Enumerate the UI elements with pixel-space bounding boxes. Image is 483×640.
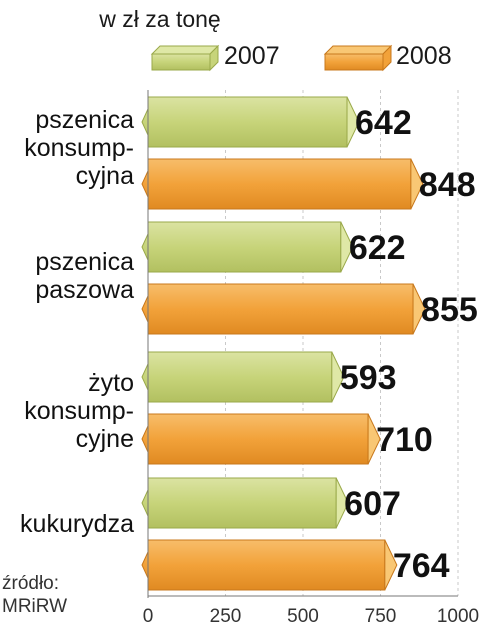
value-label-4-2008: 764 — [393, 547, 450, 585]
x-tick-label-750: 750 — [365, 606, 397, 627]
legend-swatch-2007 — [150, 44, 220, 72]
value-label-3-2007: 593 — [340, 359, 397, 397]
x-tick-label-0: 0 — [143, 606, 154, 627]
bar-1-2007 — [141, 96, 360, 148]
category-label-pszenica-konsumpcyjna: pszenica konsump- cyjna — [24, 106, 134, 190]
legend-label-2008: 2008 — [396, 42, 452, 70]
legend-swatch-2008 — [323, 44, 393, 72]
x-tick-label-250: 250 — [210, 606, 242, 627]
bar-3-2008 — [141, 413, 381, 465]
legend-label-2007: 2007 — [224, 42, 280, 70]
value-label-3-2008: 710 — [376, 421, 433, 459]
unit-label: w zł za tonę — [99, 6, 221, 32]
bar-2-2007 — [141, 221, 354, 273]
value-label-4-2007: 607 — [344, 485, 401, 523]
value-label-2-2007: 622 — [349, 229, 406, 267]
bar-3-2007 — [141, 351, 345, 403]
x-tick-label-500: 500 — [287, 606, 319, 627]
bar-1-2008 — [141, 158, 424, 210]
value-label-1-2008: 848 — [419, 166, 476, 204]
bar-4-2007 — [141, 477, 349, 529]
value-label-1-2007: 642 — [355, 104, 412, 142]
value-label-2-2008: 855 — [421, 291, 478, 329]
category-label-zyto-konsumpcyjne: żyto konsump- cyjne — [24, 369, 134, 453]
bar-4-2008 — [141, 539, 398, 591]
source-note: źródło: MRiRW — [2, 573, 68, 617]
category-label-pszenica-paszowa: pszenica paszowa — [35, 248, 134, 304]
bar-2-2008 — [141, 283, 426, 335]
x-tick-label-1000: 1000 — [437, 606, 479, 627]
category-label-kukurydza: kukurydza — [20, 510, 134, 538]
